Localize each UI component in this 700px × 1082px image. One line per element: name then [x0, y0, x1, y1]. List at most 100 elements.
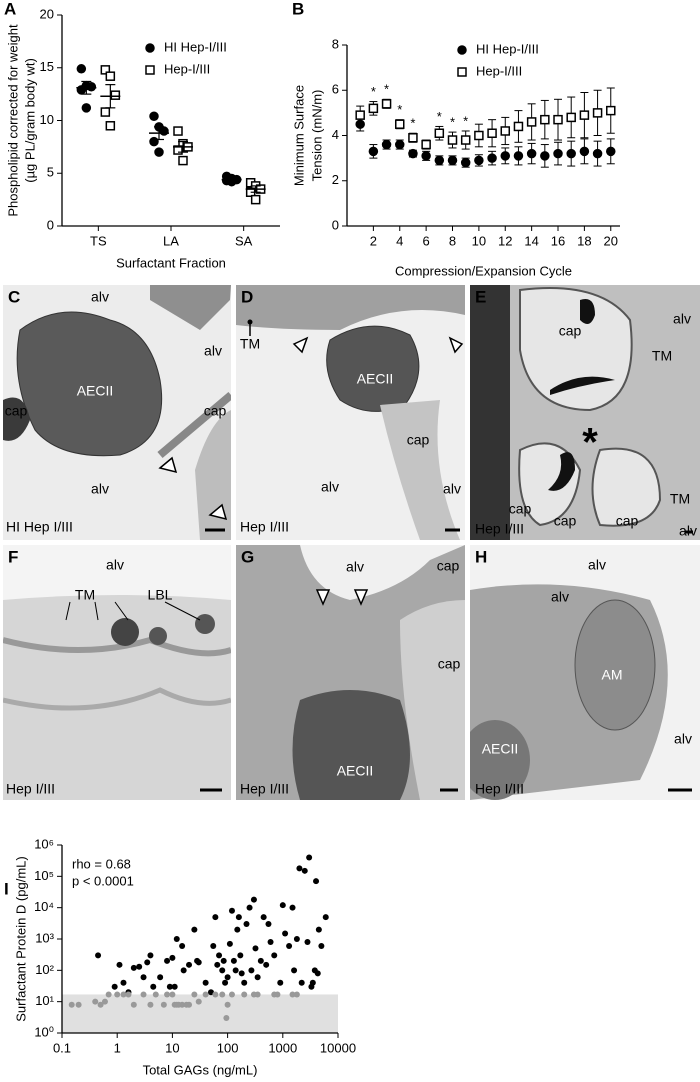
x-tick-label: 12 — [498, 233, 512, 248]
x-tick-label: 20 — [604, 233, 618, 248]
y-tick-label: 10¹ — [35, 993, 54, 1008]
data-point — [180, 967, 187, 974]
significance-mark: * — [410, 116, 415, 131]
data-point — [173, 126, 183, 136]
x-tick-label: TS — [90, 233, 107, 248]
y-tick-label: 10 — [40, 112, 54, 127]
data-point — [210, 942, 217, 949]
micrograph-label: Hep I/III — [6, 781, 55, 797]
data-point — [526, 117, 537, 127]
micrograph-label: alv — [204, 343, 222, 359]
x-tick-label: 1000 — [268, 1040, 297, 1055]
data-point — [592, 148, 603, 159]
stat-label: p < 0.0001 — [72, 873, 134, 888]
data-point — [169, 991, 176, 998]
significance-mark: * — [371, 84, 376, 99]
data-point — [263, 961, 270, 968]
x-tick-label: LA — [163, 233, 179, 248]
legend-label: HI Hep-I/III — [476, 41, 539, 56]
data-point — [136, 963, 143, 970]
data-point — [421, 139, 431, 150]
data-point — [368, 103, 379, 114]
y-tick-label: 0 — [47, 217, 54, 232]
data-point — [579, 146, 590, 157]
micrograph-label: Hep I/III — [240, 519, 289, 535]
x-tick-label: 10000 — [320, 1040, 356, 1055]
data-point — [408, 148, 418, 159]
data-point — [212, 991, 219, 998]
data-point — [76, 64, 87, 74]
data-point — [243, 921, 250, 928]
panel-letter: F — [8, 547, 18, 566]
significance-mark: * — [384, 82, 389, 97]
data-point — [271, 952, 278, 959]
micrograph-label: Hep I/III — [475, 521, 524, 537]
micrograph-label: Hep I/III — [240, 781, 289, 797]
data-point — [500, 151, 511, 161]
data-point — [277, 979, 284, 986]
data-point — [114, 991, 121, 998]
micrograph-label: cap — [204, 403, 227, 419]
data-point — [566, 148, 576, 159]
data-point — [291, 967, 298, 974]
y-tick-label: 5 — [47, 165, 54, 180]
data-point — [381, 99, 392, 109]
data-point — [474, 130, 484, 141]
y-axis-label: Tension (mN/m) — [309, 90, 324, 182]
micrograph-label: AECII — [77, 383, 114, 399]
x-tick-label: 16 — [551, 233, 565, 248]
panel-letter: G — [241, 547, 254, 566]
data-point — [267, 939, 274, 946]
data-point — [553, 148, 563, 159]
data-point — [195, 998, 202, 1005]
micrograph-label: alv — [674, 731, 692, 747]
y-tick-label: 10² — [35, 962, 54, 977]
micrograph-label: AECII — [482, 741, 519, 757]
micrograph-label: alv — [673, 311, 691, 327]
x-tick-label: 2 — [370, 233, 377, 248]
data-point — [228, 907, 235, 914]
data-point — [526, 148, 537, 159]
data-point — [248, 967, 255, 974]
panel-letter: A — [4, 0, 16, 18]
data-point — [395, 139, 405, 150]
y-tick-label: 20 — [40, 6, 54, 21]
data-point — [513, 121, 524, 132]
data-point — [202, 991, 209, 998]
data-point — [474, 155, 484, 166]
data-point — [289, 904, 296, 911]
y-tick-label: 10³ — [35, 930, 54, 945]
data-point — [105, 991, 112, 998]
data-point — [202, 979, 209, 986]
data-point — [164, 957, 171, 964]
micrograph-label: cap — [437, 558, 460, 574]
micrograph-label: cap — [438, 656, 461, 672]
data-point — [100, 107, 111, 117]
micrograph-f — [3, 545, 231, 800]
data-point — [355, 110, 365, 120]
data-point — [186, 1001, 193, 1008]
data-point — [315, 926, 322, 933]
data-point — [606, 105, 616, 116]
micrograph-label: cap — [509, 501, 532, 517]
data-point — [81, 103, 92, 113]
micrograph-label: alv — [551, 589, 569, 605]
data-point — [500, 126, 511, 136]
legend-marker — [457, 67, 467, 77]
micrograph-label: AM — [602, 667, 623, 683]
data-point — [120, 979, 127, 986]
micrograph-label: TM — [75, 587, 95, 603]
data-point — [293, 936, 300, 942]
data-point — [179, 1001, 186, 1008]
data-point — [223, 1015, 230, 1022]
significance-mark: * — [397, 102, 402, 117]
data-point — [579, 110, 590, 120]
data-point — [592, 108, 603, 118]
data-point — [434, 155, 445, 166]
data-point — [105, 71, 116, 81]
data-point — [257, 957, 264, 964]
data-point — [274, 991, 281, 998]
data-point — [254, 974, 261, 981]
data-point — [116, 961, 123, 968]
x-axis-label: Compression/Expansion Cycle — [395, 263, 572, 278]
